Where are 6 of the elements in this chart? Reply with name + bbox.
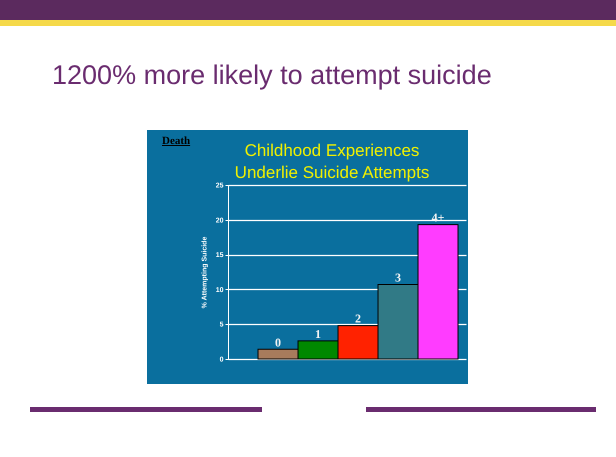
x-tick-label: 3 [395, 270, 402, 285]
chart-subtitle: Childhood Experiences Underlie Suicide Attempts [234, 140, 430, 184]
x-tick-label: 1 [315, 326, 322, 341]
chart-title: 1200% more likely to attempt suicide [52, 60, 492, 91]
text: Death [162, 135, 190, 147]
x-tick-label: 2 [355, 312, 362, 326]
